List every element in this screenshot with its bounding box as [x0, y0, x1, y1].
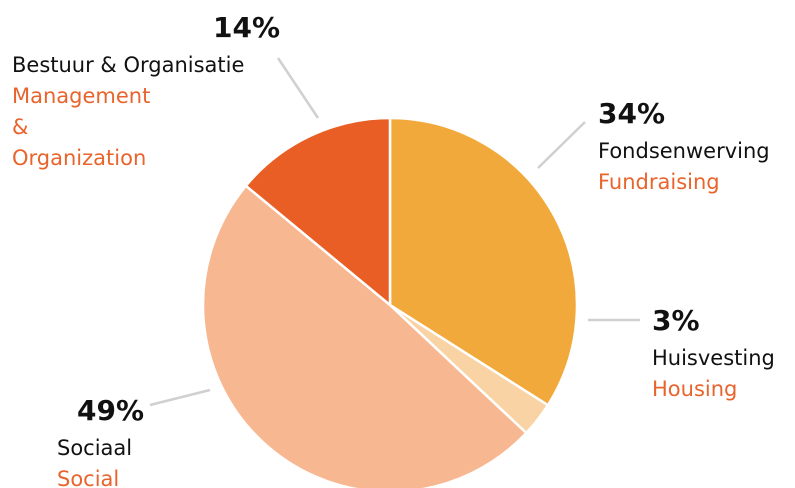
leader-line	[276, 57, 320, 119]
translation-label: Management & Organization	[12, 84, 151, 170]
pie-slice	[201, 184, 529, 488]
translation-label: Fundraising	[598, 170, 720, 194]
category-label: Bestuur & Organisatie	[12, 53, 245, 77]
category-label: Huisvesting	[652, 346, 775, 370]
value-label: 49%	[77, 394, 145, 427]
translation-label: Social	[57, 467, 120, 488]
category-label: Sociaal	[57, 436, 133, 460]
leader-line	[149, 388, 211, 407]
value-label: 3%	[652, 304, 700, 337]
pie-slice	[244, 116, 392, 308]
value-label: 14%	[213, 11, 281, 44]
category-label: Fondsenwerving	[598, 139, 770, 163]
translation-label: Housing	[652, 377, 738, 401]
value-label: 34%	[598, 97, 666, 130]
leader-line	[537, 121, 586, 169]
